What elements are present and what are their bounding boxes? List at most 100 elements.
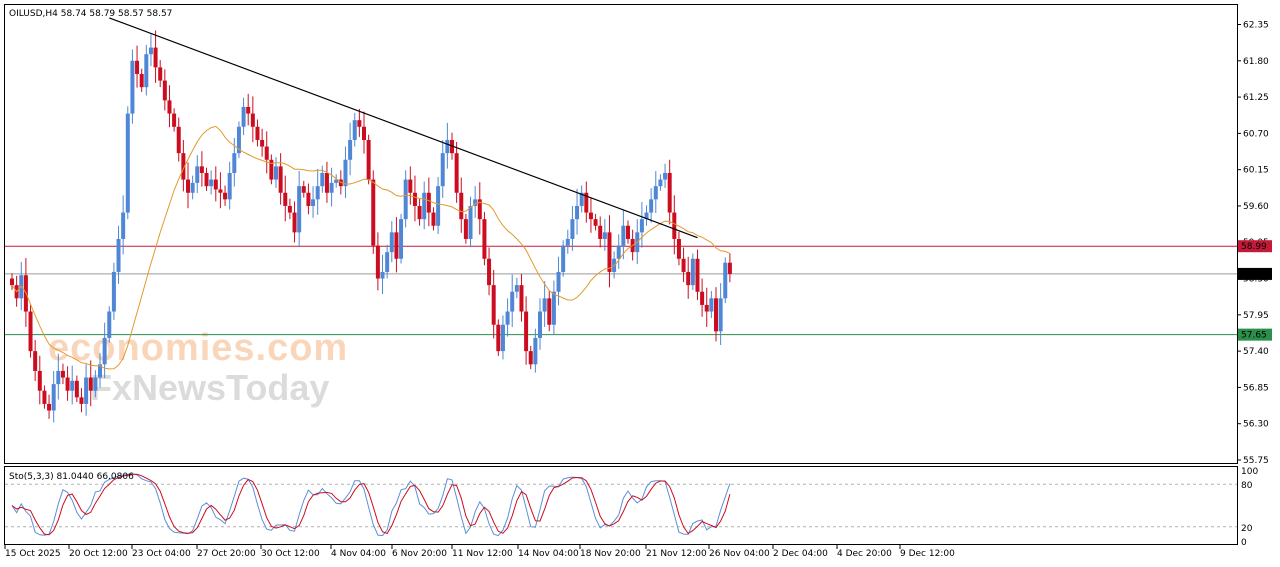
candle-body	[297, 186, 302, 233]
candle	[250, 96, 255, 143]
stochastic-tick-label: 100	[1241, 467, 1258, 477]
candle-body	[111, 271, 116, 312]
candle	[357, 108, 362, 137]
stochastic-main-line	[11, 473, 731, 537]
candle-body	[496, 324, 501, 352]
candle-body	[311, 199, 316, 206]
candle	[292, 201, 297, 243]
candle-body	[468, 205, 473, 239]
candle-body	[440, 153, 445, 187]
candle-body	[324, 172, 329, 193]
candle-body	[681, 258, 686, 272]
candle	[537, 298, 542, 350]
candle-body	[37, 370, 42, 391]
candle	[579, 185, 584, 213]
candle-body	[107, 311, 112, 338]
candle-body	[93, 377, 98, 391]
candle	[417, 198, 422, 226]
candle-body	[371, 179, 376, 246]
candle	[463, 213, 468, 244]
candle	[60, 363, 65, 385]
candle-body	[644, 212, 649, 220]
candle	[723, 257, 728, 304]
candle	[283, 175, 288, 222]
candle	[10, 273, 14, 290]
candle-body	[695, 258, 700, 292]
candle-body	[542, 298, 547, 312]
candle-body	[727, 262, 732, 274]
candle	[644, 205, 649, 226]
candle-body	[505, 311, 510, 325]
candle	[403, 170, 408, 228]
candle-body	[190, 182, 195, 193]
candle	[570, 205, 575, 251]
candle-body	[602, 232, 607, 239]
stochastic-lines	[5, 473, 1237, 537]
y-tick-label: 60.70	[1243, 129, 1269, 139]
candle	[389, 221, 394, 263]
x-tick-label: 30 Oct 12:00	[261, 549, 320, 559]
candle	[121, 195, 126, 255]
candle	[482, 211, 487, 266]
trendline[interactable]	[109, 17, 698, 239]
candle	[79, 388, 84, 413]
candle-body	[718, 298, 723, 332]
candle-body	[649, 199, 654, 213]
candle	[588, 197, 593, 233]
candle	[227, 161, 232, 210]
candle-body	[227, 172, 232, 200]
candle	[269, 154, 274, 185]
candle	[93, 370, 98, 398]
candle-body	[162, 80, 167, 101]
candle-body	[672, 212, 677, 239]
candle-body	[60, 370, 65, 378]
watermark-line1: economies.com	[48, 327, 348, 369]
candle-body	[255, 126, 260, 140]
candle-body	[65, 377, 70, 391]
candle-body	[139, 73, 144, 88]
candle	[264, 131, 269, 174]
candle-body	[204, 172, 209, 187]
candle	[190, 175, 195, 200]
candle-body	[584, 192, 589, 213]
x-tick-label: 20 Oct 12:00	[69, 549, 128, 559]
candle-body	[417, 205, 422, 220]
candle	[236, 121, 241, 158]
candle-body	[713, 298, 718, 332]
candle	[361, 111, 366, 154]
candle-body	[260, 139, 265, 147]
candle	[473, 186, 478, 218]
candle-body	[403, 179, 408, 220]
candle-body	[454, 153, 459, 193]
candle-body	[172, 113, 177, 127]
candle	[440, 139, 445, 199]
candle	[542, 281, 547, 327]
y-tick-label: 56.85	[1243, 383, 1269, 393]
candle	[375, 232, 380, 291]
candle-body	[700, 291, 705, 305]
candle	[658, 174, 663, 191]
candle	[135, 45, 140, 88]
candle-body	[686, 271, 691, 286]
candle-body	[348, 139, 353, 160]
candle	[533, 328, 538, 373]
candle-body	[176, 126, 181, 154]
candle	[551, 280, 556, 335]
candle	[695, 249, 700, 301]
candle-body	[491, 285, 496, 325]
candle	[399, 213, 404, 264]
candle-body	[250, 113, 255, 127]
candle-body	[412, 192, 417, 206]
x-tick-label: 2 Dec 04:00	[773, 549, 828, 559]
candle	[727, 253, 732, 283]
candle-body	[375, 245, 380, 279]
candle-body	[380, 271, 385, 279]
candle	[111, 262, 116, 320]
candle	[185, 162, 190, 209]
candle-body	[320, 172, 325, 187]
candle	[144, 44, 149, 96]
candle	[246, 93, 251, 126]
support-badge: 57.65	[1238, 328, 1272, 341]
candle-body	[639, 219, 644, 233]
